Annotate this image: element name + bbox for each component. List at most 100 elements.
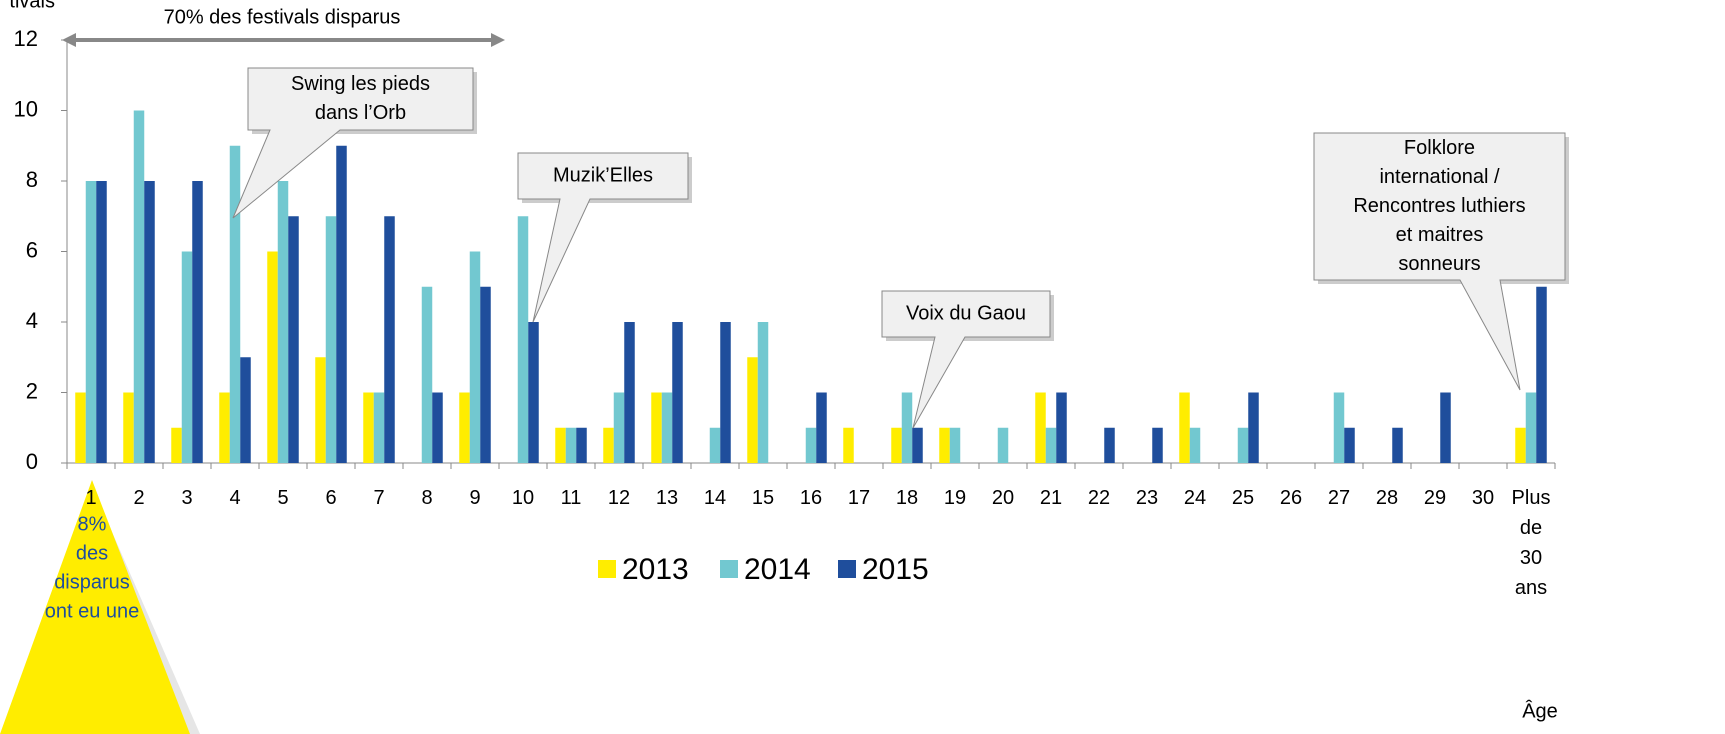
y-axis-title: tivals [9,0,55,12]
x-tick-label: 15 [751,487,775,509]
bar [1045,427,1057,463]
bar [421,286,433,463]
legend-swatch [598,560,616,578]
bar [661,392,673,463]
y-tick-label: 6 [26,237,38,262]
bar [624,322,635,463]
callout-text: Folklore [1404,137,1475,159]
bar [315,357,326,463]
bar [1035,392,1046,463]
bar [709,427,721,463]
triangle-text: disparus [54,571,130,593]
bar [555,427,566,463]
bar [181,251,193,463]
x-tick-label: 6 [325,487,337,509]
bar [363,392,374,463]
legend-label: 2014 [744,553,811,586]
callout-text: Swing les pieds [291,73,430,95]
x-tick-label: 20 [991,487,1015,509]
callout-text: et maitres [1396,224,1484,246]
bar [912,427,923,463]
x-axis-title: Âge [1522,699,1558,722]
bar [720,322,731,463]
bar [171,427,182,463]
bar [528,322,539,463]
triangle [0,480,190,734]
bar [1525,392,1537,463]
callout [1313,132,1566,391]
bar [133,110,145,463]
x-tick-label: 16 [799,487,823,509]
y-tick-label: 2 [26,378,38,403]
x-tick-label: 19 [943,487,967,509]
bar [1440,392,1451,463]
bar [267,251,278,463]
arrow-head [491,33,505,47]
bar [901,392,913,463]
x-tick-label: 17 [847,487,871,509]
x-tick-label: 25 [1231,487,1255,509]
x-tick-label: 29 [1423,487,1447,509]
x-tick-label: 7 [373,487,385,509]
bar [123,392,134,463]
bar [1536,286,1547,463]
span-label: 70% des festivals disparus [164,6,401,28]
bar [373,392,385,463]
y-tick-label: 12 [14,26,38,51]
bar [192,181,203,463]
bar [384,216,395,463]
x-tick-label: 24 [1183,487,1207,509]
x-tick-label: 9 [469,487,481,509]
bar [1344,427,1355,463]
bar [1189,427,1201,463]
bar [517,216,529,463]
bar [997,427,1009,463]
bar [672,322,683,463]
y-tick-label: 0 [26,449,38,474]
bar [757,322,769,463]
y-tick-label: 4 [26,308,38,333]
bar [1515,427,1526,463]
x-tick-label: 28 [1375,487,1399,509]
bar [1179,392,1190,463]
x-tick-label: 14 [703,487,727,509]
bar [816,392,827,463]
x-tick-label: 26 [1279,487,1303,509]
bar [949,427,961,463]
bar [288,216,299,463]
x-tick-label: 23 [1135,487,1159,509]
x-tick-label: 12 [607,487,631,509]
bar [1152,427,1163,463]
x-tick-label: 21 [1039,487,1063,509]
bar [1392,427,1403,463]
x-tick-label: 13 [655,487,679,509]
bar [469,251,481,463]
bar [219,392,230,463]
x-tick-label: 22 [1087,487,1111,509]
bar [576,427,587,463]
callout-text: Voix du Gaou [906,302,1026,324]
bar [891,427,902,463]
y-tick-label: 8 [26,167,38,192]
legend-label: 2013 [622,553,689,586]
callout-text: sonneurs [1398,253,1480,275]
callout [881,290,1051,429]
bar [229,145,241,463]
bar [603,427,614,463]
triangle-text: des [76,542,108,564]
x-tick-label: 5 [277,487,289,509]
bar [843,427,854,463]
callout-text: international / [1379,166,1500,188]
x-tick-label: 4 [229,487,241,509]
bar [939,427,950,463]
x-tick-label: 2 [133,487,145,509]
arrow-head [62,33,76,47]
x-tick-label: 1 [85,487,97,509]
bar [240,357,251,463]
callout [232,67,474,219]
bar [75,392,86,463]
x-tick-label: 8 [421,487,433,509]
bar [1333,392,1345,463]
